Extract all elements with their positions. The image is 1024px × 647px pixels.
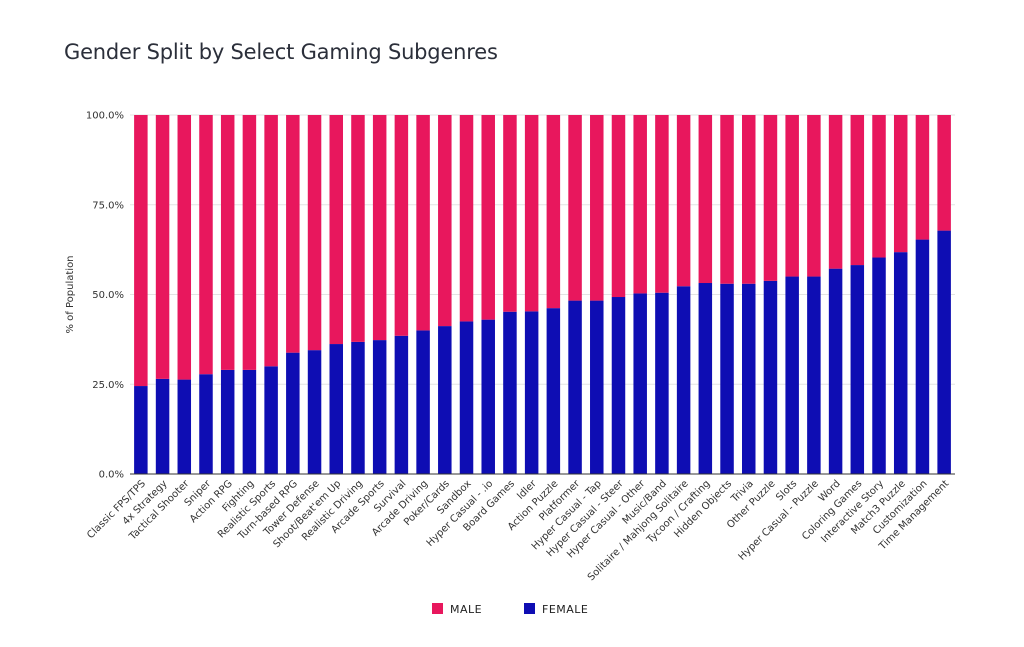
bar-male: [286, 115, 300, 353]
bar-male: [937, 115, 951, 231]
bar-male: [155, 115, 170, 379]
bar-female: [307, 350, 322, 474]
bar-female: [503, 311, 517, 474]
bar-male: [850, 115, 865, 266]
bar-female: [568, 300, 582, 474]
bar-female: [546, 308, 561, 474]
bar-male: [546, 115, 561, 309]
y-axis-title: % of Population: [65, 255, 76, 333]
bar-female: [676, 286, 691, 474]
legend-label: MALE: [450, 603, 482, 616]
bar-male: [134, 115, 148, 387]
bar-male: [568, 115, 582, 301]
y-tick-label: 0.0%: [99, 470, 124, 481]
bar-male: [351, 115, 365, 342]
bar-female: [394, 335, 409, 474]
bar-female: [611, 297, 626, 474]
bar-female: [807, 276, 821, 474]
bar-male: [242, 115, 257, 370]
bar-female: [329, 344, 343, 474]
bar-female: [655, 292, 669, 474]
legend-swatch: [432, 603, 443, 614]
bar-male: [459, 115, 474, 322]
bar-female: [199, 374, 213, 474]
bar-female: [828, 268, 843, 474]
bar-female: [742, 283, 756, 474]
bar-female: [372, 340, 387, 474]
bar-male: [199, 115, 213, 375]
bar-female: [459, 321, 474, 474]
bar-male: [590, 115, 604, 301]
bar-female: [438, 326, 452, 474]
bar-male: [872, 115, 886, 258]
bar-female: [242, 369, 257, 474]
bar-male: [329, 115, 343, 345]
bar-male: [177, 115, 192, 380]
bar-male: [698, 115, 713, 284]
legend-swatch: [524, 603, 535, 614]
bar-male: [676, 115, 691, 287]
y-tick-label: 50.0%: [92, 290, 124, 301]
bar-male: [807, 115, 821, 277]
y-tick-label: 75.0%: [92, 200, 124, 211]
bar-female: [590, 300, 604, 474]
bar-male: [438, 115, 452, 327]
bar-male: [503, 115, 517, 312]
bar-male: [828, 115, 843, 269]
bar-male: [742, 115, 756, 284]
bar-male: [611, 115, 626, 298]
bar-female: [872, 257, 886, 474]
bar-male: [416, 115, 430, 331]
legend-label: FEMALE: [542, 603, 588, 616]
y-tick-label: 100.0%: [86, 111, 124, 122]
bar-female: [633, 293, 647, 474]
bar-female: [220, 369, 235, 474]
bar-female: [177, 379, 192, 474]
bar-male: [307, 115, 322, 351]
bar-male: [915, 115, 930, 240]
bar-female: [134, 386, 148, 474]
bar-female: [416, 330, 430, 474]
bar-male: [720, 115, 734, 284]
bar-female: [351, 341, 365, 474]
bar-male: [394, 115, 409, 336]
bar-female: [524, 311, 539, 474]
bar-male: [633, 115, 647, 294]
bar-male: [655, 115, 669, 293]
bar-female: [720, 283, 734, 474]
bar-female: [286, 352, 300, 474]
bar-male: [763, 115, 778, 281]
bar-male: [893, 115, 908, 253]
bar-female: [264, 366, 278, 474]
bar-female: [155, 378, 170, 474]
bar-male: [785, 115, 799, 277]
chart-title: Gender Split by Select Gaming Subgenres: [64, 40, 498, 64]
bar-male: [372, 115, 387, 341]
bar-male: [220, 115, 235, 370]
bar-female: [915, 239, 930, 474]
bar-female: [481, 319, 495, 474]
bar-female: [850, 265, 865, 474]
bar-female: [937, 230, 951, 474]
bar-male: [524, 115, 539, 312]
bar-female: [698, 283, 713, 474]
bar-female: [785, 276, 799, 474]
y-tick-label: 25.0%: [92, 380, 124, 391]
bar-male: [264, 115, 278, 367]
bar-male: [481, 115, 495, 320]
bar-female: [763, 280, 778, 474]
bar-female: [893, 252, 908, 474]
